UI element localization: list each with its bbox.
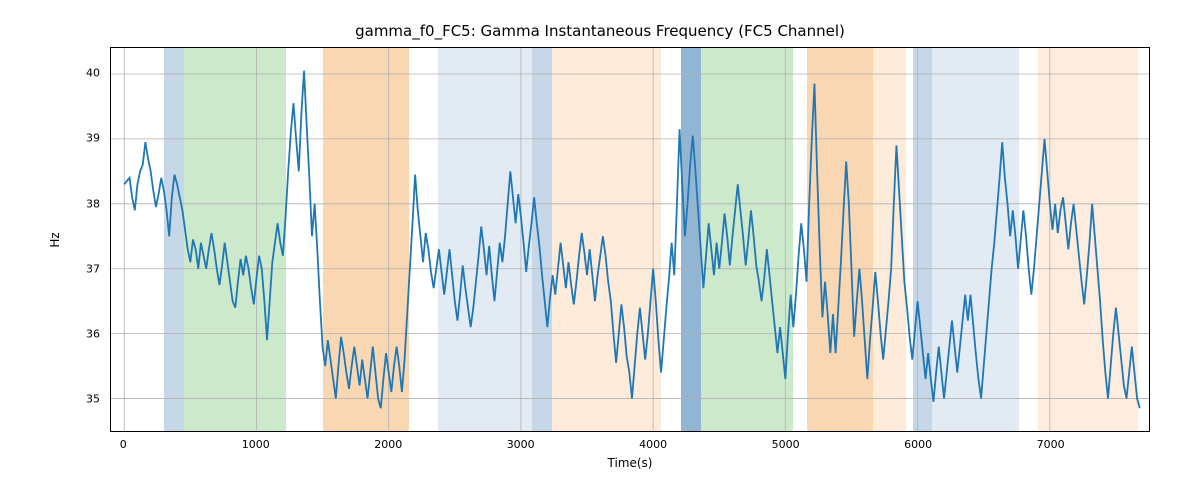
y-tick-label: 40	[86, 67, 100, 80]
x-tick-label: 4000	[639, 438, 667, 451]
y-tick-label: 36	[86, 328, 100, 341]
x-tick-label: 6000	[904, 438, 932, 451]
gamma-frequency-line	[124, 71, 1140, 409]
x-tick-label: 1000	[242, 438, 270, 451]
y-tick-label: 38	[86, 197, 100, 210]
x-tick-label: 2000	[374, 438, 402, 451]
y-tick-label: 35	[86, 393, 100, 406]
x-tick-label: 7000	[1037, 438, 1065, 451]
y-tick-label: 37	[86, 262, 100, 275]
y-tick-label: 39	[86, 132, 100, 145]
x-tick-label: 0	[120, 438, 127, 451]
x-axis-label: Time(s)	[608, 456, 653, 470]
x-tick-label: 5000	[772, 438, 800, 451]
x-tick-label: 3000	[507, 438, 535, 451]
line-series	[111, 48, 1149, 431]
chart-title: gamma_f0_FC5: Gamma Instantaneous Freque…	[0, 22, 1200, 40]
y-axis-label: Hz	[48, 232, 62, 247]
plot-axes	[110, 47, 1150, 432]
figure: gamma_f0_FC5: Gamma Instantaneous Freque…	[0, 0, 1200, 500]
